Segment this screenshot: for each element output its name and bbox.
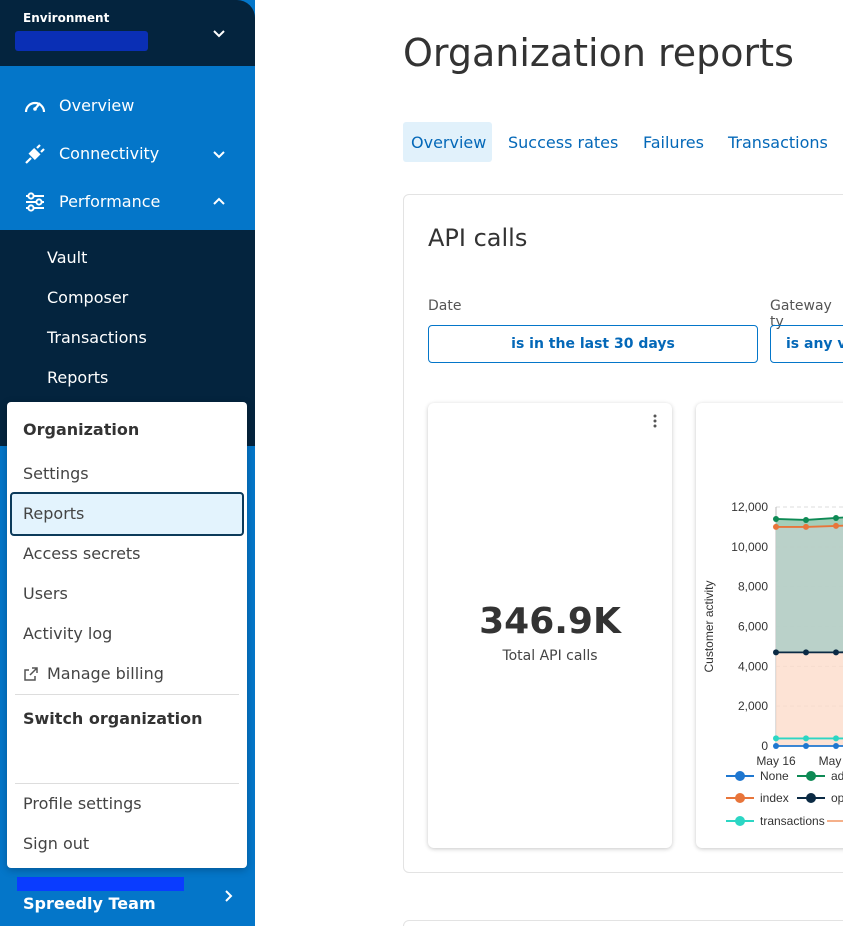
data-point	[833, 743, 839, 749]
data-point	[833, 735, 839, 742]
nav-item-label: Connectivity	[59, 144, 160, 163]
environment-label: Environment	[23, 11, 110, 25]
gateway-filter-button[interactable]: is any va	[770, 325, 843, 363]
series-line	[776, 524, 843, 528]
kpi-card: 346.9K Total API calls	[428, 403, 672, 848]
data-point	[803, 743, 809, 749]
menu-divider	[15, 694, 239, 695]
chevron-up-icon	[213, 197, 225, 205]
menu-item-manage-billing[interactable]: Manage billing	[47, 664, 164, 683]
team-redacted	[17, 877, 184, 891]
menu-heading-switch-organization: Switch organization	[23, 709, 203, 728]
y-axis-label: Customer activity	[702, 580, 716, 672]
chevron-down-icon	[213, 30, 225, 38]
legend-label: opt	[831, 791, 843, 805]
area-index	[776, 525, 843, 653]
team-switcher[interactable]: Spreedly Team	[0, 870, 255, 926]
y-tick-label: 4,000	[738, 659, 768, 673]
data-point	[773, 523, 779, 530]
next-card	[403, 920, 843, 926]
data-point	[803, 516, 809, 523]
chevron-down-icon	[213, 151, 225, 159]
data-point	[833, 649, 839, 656]
y-tick-label: 8,000	[738, 580, 768, 594]
nav-item-overview[interactable]: Overview	[0, 82, 255, 130]
area-opt	[776, 652, 843, 746]
subnav-item-reports[interactable]: Reports	[47, 368, 109, 387]
nav-item-connectivity[interactable]: Connectivity	[0, 130, 255, 178]
date-filter-button[interactable]: is in the last 30 days	[428, 325, 758, 363]
legend-marker	[735, 771, 745, 781]
x-tick-label: May 16	[756, 754, 796, 768]
y-tick-label: 10,000	[731, 540, 768, 554]
line-chart: 0 2,000 4,000 6,000 8,000 10,000 12,000 Custome…	[702, 500, 843, 828]
data-point	[803, 735, 809, 742]
nav-item-performance[interactable]: Performance	[0, 178, 255, 226]
subnav-item-composer[interactable]: Composer	[47, 288, 129, 307]
data-point	[773, 515, 779, 522]
legend-label: index	[760, 791, 789, 805]
y-tick-label: 6,000	[738, 620, 768, 634]
tab-failures[interactable]: Failures	[643, 133, 704, 152]
team-name: Spreedly Team	[23, 894, 156, 913]
data-point	[833, 522, 839, 529]
card-title: API calls	[428, 224, 528, 252]
menu-item-settings[interactable]: Settings	[23, 464, 89, 483]
legend-marker	[735, 816, 745, 826]
chart-card: 0 2,000 4,000 6,000 8,000 10,000 12,000 Custome…	[696, 403, 843, 848]
environment-selector[interactable]: Environment	[0, 0, 255, 66]
tab-success-rates[interactable]: Success rates	[508, 133, 619, 152]
y-tick-label: 12,000	[731, 500, 768, 514]
menu-item-activity-log[interactable]: Activity log	[23, 624, 113, 643]
data-point	[773, 735, 779, 742]
filter-label-date: Date	[428, 298, 462, 314]
sliders-icon	[26, 192, 44, 212]
menu-item-profile-settings[interactable]: Profile settings	[23, 794, 142, 813]
menu-item-users[interactable]: Users	[23, 584, 68, 603]
filter-label-gateway: Gateway ty	[770, 298, 832, 330]
menu-divider	[15, 783, 239, 784]
legend-marker	[806, 771, 816, 781]
data-point	[773, 743, 779, 749]
legend-marker	[735, 793, 745, 803]
tab-overview[interactable]: Overview	[403, 122, 492, 162]
external-link-icon	[24, 667, 38, 681]
environment-value-redacted	[15, 31, 148, 51]
data-point	[773, 649, 779, 656]
legend-label: adj	[831, 769, 843, 783]
kebab-menu-icon[interactable]	[648, 413, 662, 429]
speedometer-icon	[24, 101, 46, 113]
nav-item-label: Overview	[59, 96, 135, 115]
y-tick-label: 2,000	[738, 699, 768, 713]
menu-item-sign-out[interactable]: Sign out	[23, 834, 90, 853]
kpi-label: Total API calls	[502, 648, 598, 664]
menu-item-reports[interactable]: Reports	[10, 492, 244, 536]
data-point	[833, 514, 839, 521]
menu-item-access-secrets[interactable]: Access secrets	[23, 544, 141, 563]
nav-item-label: Performance	[59, 192, 161, 211]
subnav-item-transactions[interactable]: Transactions	[47, 328, 147, 347]
y-tick-label: 0	[761, 739, 768, 753]
legend-marker	[806, 793, 816, 803]
organization-menu: Organization Settings Reports Access sec…	[7, 402, 247, 868]
chevron-right-icon	[225, 890, 233, 902]
kpi-value: 346.9K	[479, 601, 621, 642]
tab-transactions[interactable]: Transactions	[728, 133, 828, 152]
data-point	[803, 649, 809, 656]
series-line	[775, 516, 843, 521]
plug-icon	[25, 144, 45, 164]
x-tick-label: May	[819, 754, 842, 768]
data-point	[803, 523, 809, 530]
subnav-item-vault[interactable]: Vault	[47, 248, 88, 267]
page-title: Organization reports	[403, 31, 794, 75]
menu-heading-organization: Organization	[23, 420, 140, 439]
legend-label: transactions	[760, 814, 825, 828]
legend-label: None	[760, 769, 789, 783]
